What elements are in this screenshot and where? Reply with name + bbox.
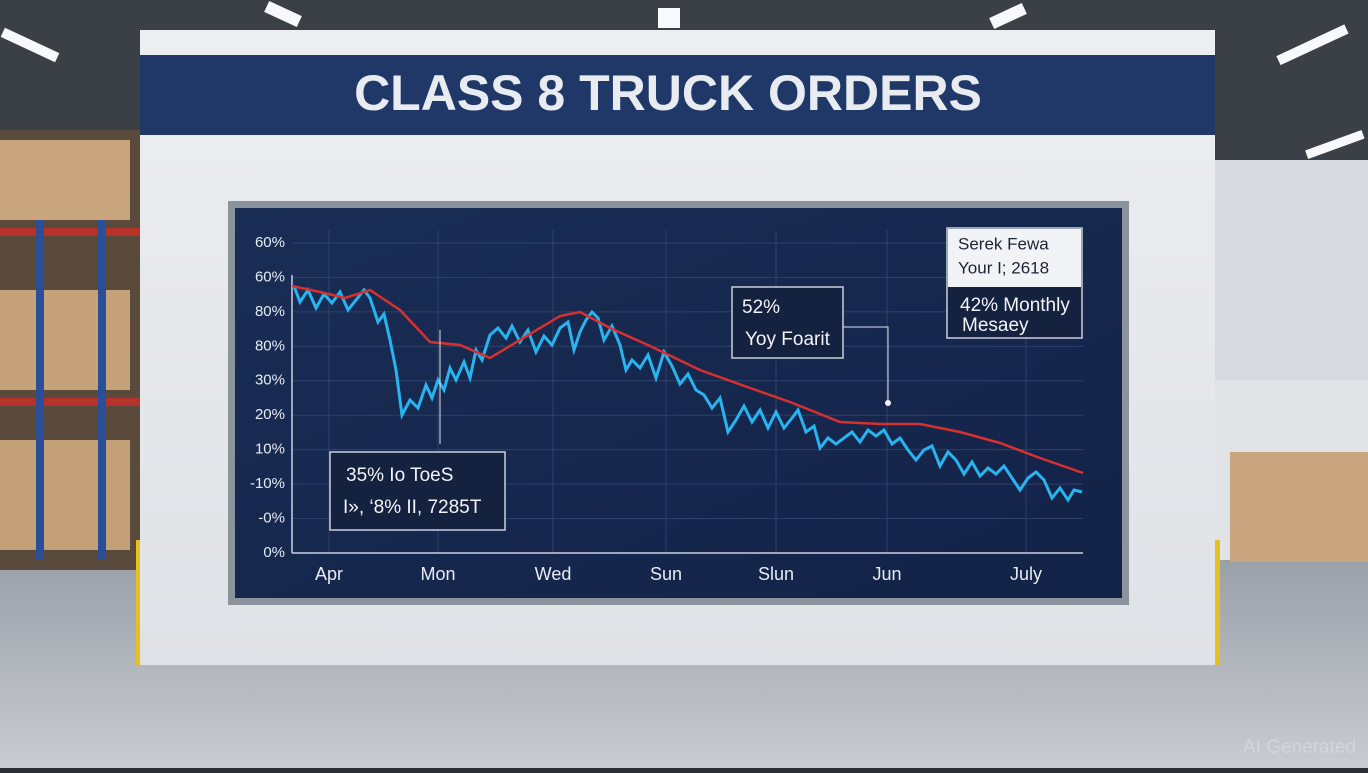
y-label: 20%	[255, 406, 285, 423]
left-shelves	[0, 130, 140, 570]
y-labels: 60% 60% 80% 80% 30% 20% 10% -10% -0% 0%	[250, 234, 285, 561]
right-shelves	[1215, 160, 1368, 562]
callout-text: I», ‘8% II, 7285T	[343, 497, 482, 518]
y-label: 80%	[255, 337, 285, 354]
x-label: Slun	[758, 564, 794, 584]
banner	[140, 55, 1215, 135]
y-label: -0%	[258, 510, 285, 527]
x-label: July	[1010, 564, 1042, 584]
callout-text: Yoy Foarit	[745, 329, 831, 350]
x-label: Apr	[315, 564, 343, 584]
x-labels: Apr Mon Wed Sun Slun Jun July	[315, 564, 1042, 584]
x-label: Mon	[420, 564, 455, 584]
title: CLASS 8 TRUCK ORDERS	[354, 65, 982, 121]
red-line	[291, 284, 1084, 475]
leader	[843, 326, 889, 402]
blue-line	[292, 285, 1083, 503]
y-label: 10%	[255, 441, 285, 458]
watermark: AI Generated	[1243, 737, 1356, 758]
callout-text: 35% Io ToeS	[346, 465, 453, 486]
callout-text: 52%	[742, 297, 780, 318]
callout-text: Your I; 2618	[958, 258, 1049, 277]
x-label: Jun	[872, 564, 901, 584]
callout-text: 42% Monthly	[960, 295, 1070, 316]
x-label: Wed	[535, 564, 572, 584]
callout-header	[948, 229, 1081, 287]
y-label: 60%	[255, 234, 285, 251]
y-label: 0%	[263, 544, 285, 561]
y-label: -10%	[250, 475, 285, 492]
callout-box	[329, 451, 506, 531]
y-label: 30%	[255, 372, 285, 389]
leader-dot	[885, 400, 891, 406]
y-label: 80%	[255, 303, 285, 320]
y-label: 60%	[255, 268, 285, 285]
x-label: Sun	[650, 564, 682, 584]
callout-box	[731, 286, 844, 359]
callout-text: Mesaey	[962, 315, 1029, 336]
callout-text: Serek Fewa	[958, 234, 1049, 253]
